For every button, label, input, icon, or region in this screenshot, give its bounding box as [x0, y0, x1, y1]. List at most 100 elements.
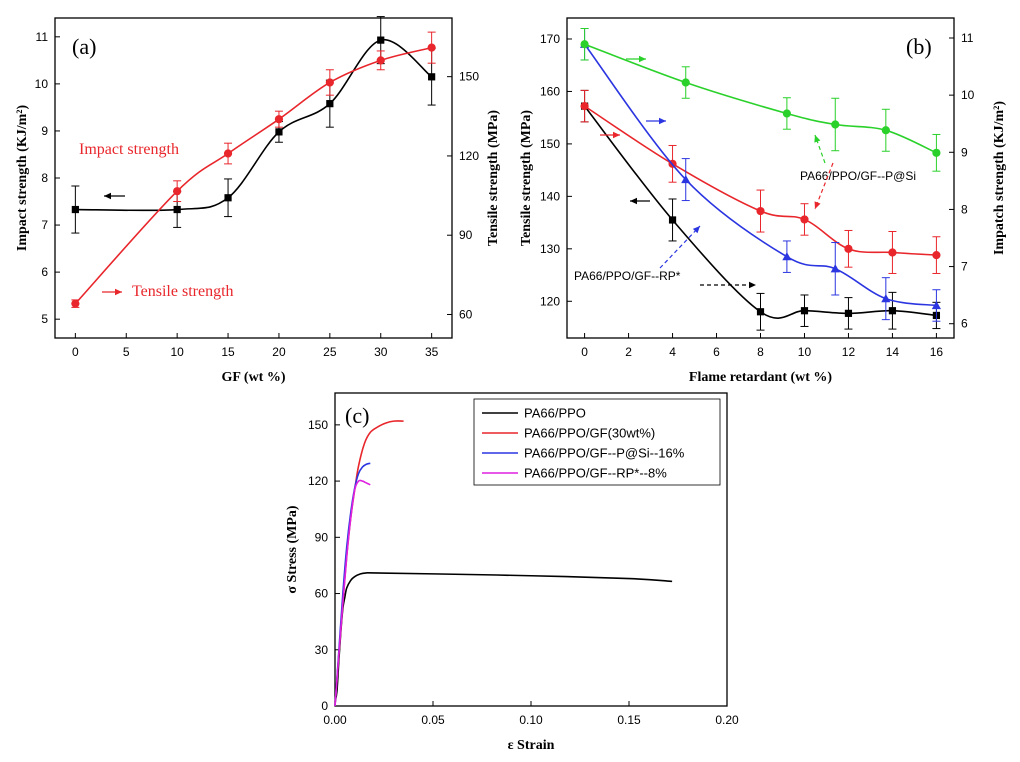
y-right-tick-label: 90 [459, 228, 473, 242]
x-tick-label: 6 [713, 345, 720, 359]
legend-label-3: PA66/PPO/GF--RP*--8% [524, 466, 667, 481]
data-point-circle [376, 56, 385, 65]
x-tick-label: 8 [757, 345, 764, 359]
y-tick-label: 120 [540, 294, 560, 308]
data-point-circle [782, 109, 791, 118]
panel-b-tensile-impact-vs-flame-retardant: 0 2 4 6 8 10 12 14 16 120 130 140 150 160 170 6 7 8 9 10 11 (… [519, 17, 1007, 385]
panel-label-c: (c) [345, 403, 369, 428]
y-right-tick-label: 11 [961, 31, 974, 45]
y-right-tick-label: 10 [961, 88, 975, 102]
data-point-square [800, 307, 809, 315]
y-axis-title-left: Impact strength (KJ/m²) [15, 105, 30, 252]
data-point-square [888, 307, 897, 315]
series-line-0 [334, 572, 673, 703]
y-tick-label: 140 [540, 189, 560, 203]
series-line-1 [74, 46, 432, 305]
x-tick-label: 0.15 [617, 713, 641, 727]
annotation-p-at-si: PA66/PPO/GF--P@Si [800, 169, 916, 183]
callout-arrow-blue-head [692, 226, 700, 234]
data-point-circle [173, 187, 182, 196]
y-tick-label: 5 [41, 312, 48, 326]
series-line-0 [75, 39, 433, 212]
y-tick-label: 10 [35, 77, 49, 91]
data-point-square [173, 205, 181, 214]
callout-arrow-red-head [814, 201, 821, 209]
panel-c-stress-strain: 0.00 0.05 0.10 0.15 0.20 0 30 60 90 120 150 (c) ε St… [285, 392, 739, 753]
callout-arrow-blue [659, 225, 701, 269]
data-point-circle [800, 215, 809, 224]
panel-a-impact-tensile-vs-gf: 0 5 10 15 20 25 30 35 5 6 7 8 9 10 11 60 90 120 150 (a) GF (… [15, 16, 501, 385]
y-right-tick-label: 9 [961, 145, 968, 159]
data-point-circle [932, 251, 941, 260]
data-point-square [71, 205, 79, 214]
data-point-triangle [830, 264, 840, 273]
data-point-circle [427, 43, 436, 52]
data-point-circle [325, 78, 334, 87]
y-tick-label: 30 [315, 643, 329, 657]
x-tick-label: 0.00 [323, 713, 347, 727]
y-tick-label: 160 [540, 84, 560, 98]
callout-arrow-green-head [814, 135, 821, 143]
x-tick-label: 15 [221, 345, 235, 359]
x-tick-label: 12 [842, 345, 856, 359]
plot-frame [54, 17, 453, 339]
x-tick-label: 25 [323, 345, 337, 359]
y-tick-label: 0 [321, 699, 328, 713]
data-point-circle [756, 206, 765, 216]
annotation-rp: PA66/PPO/GF--RP* [574, 269, 681, 283]
data-point-circle [681, 78, 690, 87]
x-tick-label: 10 [798, 345, 812, 359]
data-point-square [275, 128, 283, 136]
y-tick-label: 8 [41, 171, 48, 185]
data-point-square [326, 100, 334, 108]
y-right-tick-label: 60 [459, 307, 473, 321]
data-point-circle [223, 149, 233, 158]
x-axis-title: Flame retardant (wt %) [689, 370, 833, 385]
x-tick-label: 14 [886, 345, 900, 359]
y-right-tick-label: 120 [459, 149, 479, 163]
data-point-circle [580, 102, 589, 111]
x-tick-label: 0.20 [715, 713, 739, 727]
data-point-circle [831, 120, 840, 129]
x-tick-label: 2 [625, 345, 632, 359]
panel-label-b: (b) [906, 34, 932, 59]
data-point-square [756, 308, 765, 316]
legend-label-2: PA66/PPO/GF--P@Si--16% [524, 446, 685, 461]
y-tick-label: 6 [41, 265, 48, 279]
x-tick-label: 35 [425, 345, 439, 359]
data-point-triangle [881, 294, 891, 303]
y-right-tick-label: 7 [961, 260, 968, 274]
axis-arrow-red-head [613, 131, 620, 139]
y-tick-label: 9 [41, 124, 48, 138]
legend: PA66/PPO PA66/PPO/GF(30wt%) PA66/PPO/GF--P… [473, 398, 721, 486]
series-line-3 [334, 479, 371, 707]
callout-arrow-red [814, 162, 834, 210]
data-point-triangle [931, 300, 942, 310]
y-tick-label: 7 [41, 218, 48, 232]
y-axis-title-left: Tensile strength (MPa) [519, 110, 534, 246]
y-tick-label: 170 [540, 32, 560, 46]
axis-arrow-green-head [639, 55, 646, 63]
data-point-square [224, 194, 232, 202]
axis-arrow-blue-head [659, 117, 666, 125]
legend-label-1: PA66/PPO/GF(30wt%) [524, 426, 655, 441]
callout-arrow-black-head [749, 281, 756, 289]
y-axis-title: σ Stress (MPa) [285, 505, 300, 594]
data-point-triangle [681, 174, 691, 184]
y-tick-label: 120 [308, 474, 328, 488]
data-point-square [428, 73, 436, 81]
data-point-circle [844, 244, 853, 253]
data-point-square [377, 36, 385, 44]
annotation-tensile-strength: Tensile strength [132, 283, 234, 300]
y-tick-label: 60 [315, 587, 329, 601]
axis-arrow-black-head [630, 197, 637, 205]
data-point-square [844, 309, 853, 317]
data-point-triangle [782, 252, 792, 261]
x-tick-label: 0.10 [519, 713, 543, 727]
axis-arrow-left-head [104, 192, 111, 200]
data-point-square [668, 216, 677, 224]
data-point-circle [888, 248, 897, 257]
panel-label-a: (a) [72, 34, 96, 59]
x-tick-label: 16 [930, 345, 944, 359]
